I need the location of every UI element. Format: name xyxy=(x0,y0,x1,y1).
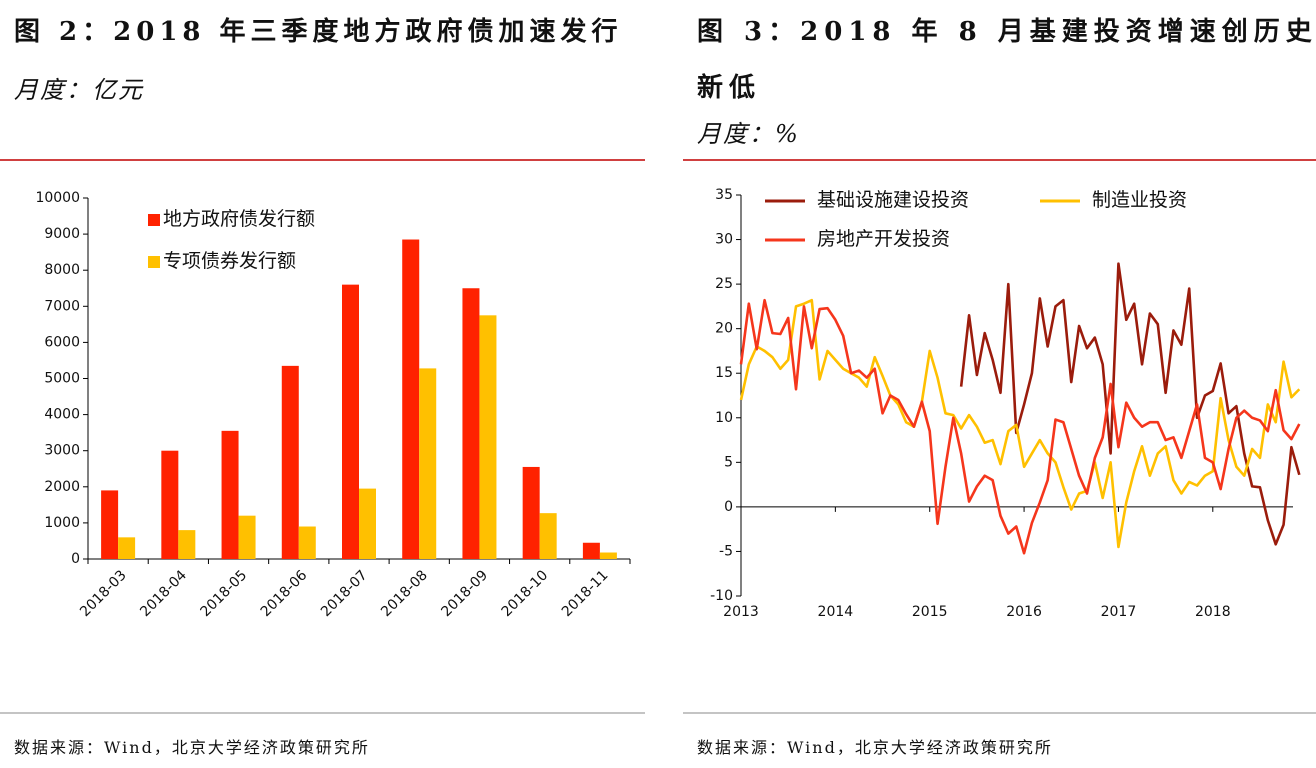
x-tick-label: 2018-06 xyxy=(258,567,311,620)
chart-subtitle: 月度：% xyxy=(697,120,800,148)
y-tick-label: 8000 xyxy=(44,262,80,278)
x-tick-label: 2018-11 xyxy=(559,567,612,620)
legend-label: 地方政府债发行额 xyxy=(163,208,315,230)
bar xyxy=(479,315,497,559)
chart-subtitle: 月度：亿元 xyxy=(14,76,144,104)
legend-label: 基础设施建设投资 xyxy=(817,189,969,211)
bar xyxy=(221,430,239,559)
line-series xyxy=(739,298,1301,555)
bar xyxy=(178,530,196,559)
x-tick-label: 2018-07 xyxy=(318,567,371,620)
y-tick-label: 10 xyxy=(715,410,733,426)
y-tick-label: 6000 xyxy=(44,334,80,350)
x-tick-label: 2017 xyxy=(1101,604,1137,620)
legend-label: 制造业投资 xyxy=(1092,189,1187,211)
x-tick-label: 2013 xyxy=(723,604,759,620)
x-tick-label: 2018-03 xyxy=(77,567,130,620)
y-tick-label: 0 xyxy=(71,551,80,567)
x-tick-label: 2018 xyxy=(1195,604,1231,620)
bar xyxy=(402,239,420,559)
x-tick-label: 2014 xyxy=(818,604,854,620)
source-note: 数据来源：Wind，北京大学经济政策研究所 xyxy=(697,738,1053,757)
y-tick-label: 10000 xyxy=(35,190,80,206)
chart-title: 图 2：2018 年三季度地方政府债加速发行 xyxy=(14,17,623,47)
bar xyxy=(238,515,256,559)
y-tick-label: 7000 xyxy=(44,298,80,314)
x-tick-label: 2018-09 xyxy=(438,567,491,620)
bar xyxy=(118,537,136,559)
line-series xyxy=(739,298,1301,549)
y-tick-label: 4000 xyxy=(44,407,80,423)
y-tick-label: 3000 xyxy=(44,443,80,459)
y-tick-label: 20 xyxy=(715,321,733,337)
y-tick-label: 5000 xyxy=(44,371,80,387)
y-tick-label: -5 xyxy=(719,543,733,559)
y-tick-label: 5 xyxy=(724,454,733,470)
x-tick-label: 2018-10 xyxy=(499,567,552,620)
y-tick-label: 9000 xyxy=(44,226,80,242)
y-tick-label: 1000 xyxy=(44,515,80,531)
x-tick-label: 2018-05 xyxy=(198,567,251,620)
bar xyxy=(539,513,557,559)
y-tick-label: 25 xyxy=(715,276,733,292)
y-tick-label: 35 xyxy=(715,187,733,203)
chart-title: 图 3：2018 年 8 月基建投资增速创历史新低 xyxy=(697,17,1316,103)
y-tick-label: 15 xyxy=(715,365,733,381)
bar xyxy=(522,466,540,559)
legend-label: 专项债券发行额 xyxy=(163,250,296,272)
x-tick-label: 2015 xyxy=(912,604,948,620)
legend-swatch xyxy=(148,256,160,268)
source-note: 数据来源：Wind，北京大学经济政策研究所 xyxy=(14,738,370,757)
bar xyxy=(582,542,600,559)
legend-swatch xyxy=(148,214,160,226)
bar xyxy=(101,490,119,559)
bar xyxy=(342,284,359,559)
bar xyxy=(419,368,437,559)
x-tick-label: 2018-08 xyxy=(378,567,431,620)
bar xyxy=(359,488,376,559)
y-tick-label: -10 xyxy=(710,588,733,604)
x-tick-label: 2018-04 xyxy=(137,567,190,620)
x-tick-label: 2016 xyxy=(1006,604,1042,620)
bar xyxy=(462,288,480,559)
bar xyxy=(281,365,299,559)
y-tick-label: 30 xyxy=(715,232,733,248)
line-series xyxy=(959,262,1301,546)
y-tick-label: 2000 xyxy=(44,479,80,495)
y-tick-label: 0 xyxy=(724,499,733,515)
bar xyxy=(599,552,617,559)
bar xyxy=(161,450,179,559)
legend-label: 房地产开发投资 xyxy=(817,228,950,250)
bar xyxy=(298,526,316,559)
